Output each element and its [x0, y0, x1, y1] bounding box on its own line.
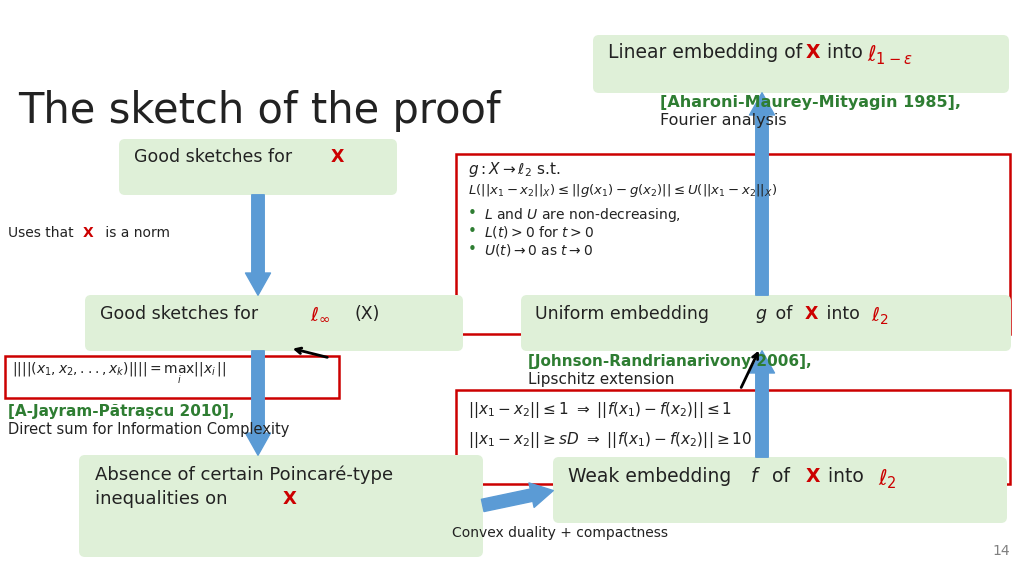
Text: Good sketches for: Good sketches for	[100, 305, 263, 323]
FancyArrowPatch shape	[481, 483, 553, 511]
Bar	[456, 154, 1010, 334]
Text: $U(t) \rightarrow 0$ as $t \rightarrow 0$: $U(t) \rightarrow 0$ as $t \rightarrow 0…	[484, 242, 593, 258]
Text: Uses that: Uses that	[8, 226, 78, 240]
Text: X: X	[806, 43, 820, 62]
Text: into: into	[821, 305, 865, 323]
Text: X: X	[83, 226, 94, 240]
Text: •: •	[468, 242, 481, 257]
Text: Linear embedding of: Linear embedding of	[608, 43, 808, 62]
FancyBboxPatch shape	[553, 457, 1007, 523]
Text: inequalities on: inequalities on	[95, 490, 233, 508]
Text: Good sketches for: Good sketches for	[134, 148, 298, 166]
Text: •: •	[468, 206, 481, 221]
Text: is a norm: is a norm	[101, 226, 170, 240]
Text: $L(||x_1-x_2||_X) \leq ||g(x_1)-g(x_2)|| \leq U(||x_1-x_2||_X)$: $L(||x_1-x_2||_X) \leq ||g(x_1)-g(x_2)||…	[468, 182, 777, 199]
FancyArrowPatch shape	[750, 351, 774, 457]
Text: Direct sum for Information Complexity: Direct sum for Information Complexity	[8, 422, 290, 437]
FancyArrowPatch shape	[246, 195, 270, 295]
Text: $\ell_2$: $\ell_2$	[878, 467, 897, 491]
Text: X: X	[806, 467, 820, 486]
FancyBboxPatch shape	[593, 35, 1009, 93]
Text: 14: 14	[992, 544, 1010, 558]
Text: $L(t) > 0$ for $t > 0$: $L(t) > 0$ for $t > 0$	[484, 224, 594, 240]
Text: The sketch of the proof: The sketch of the proof	[18, 90, 501, 132]
Text: Convex duality + compactness: Convex duality + compactness	[452, 526, 668, 540]
Text: $\ell_\infty$: $\ell_\infty$	[310, 305, 330, 324]
Text: $||x_1-x_2|| \geq sD\ \Rightarrow\ ||f(x_1)-f(x_2)|| \geq 10$: $||x_1-x_2|| \geq sD\ \Rightarrow\ ||f(x…	[468, 430, 753, 450]
Text: $||||(x_1,x_2,...,x_k)||||= \max_i ||x_i||$: $||||(x_1,x_2,...,x_k)||||= \max_i ||x_i…	[12, 361, 226, 386]
Text: [A-Jayram-Pătrașcu 2010],: [A-Jayram-Pătrașcu 2010],	[8, 404, 234, 419]
Text: Lipschitz extension: Lipschitz extension	[528, 372, 675, 387]
Text: $||x_1-x_2|| \leq 1\ \Rightarrow\ ||f(x_1)-f(x_2)|| \leq 1$: $||x_1-x_2|| \leq 1\ \Rightarrow\ ||f(x_…	[468, 400, 732, 420]
Text: $g: X \rightarrow \ell_2$ s.t.: $g: X \rightarrow \ell_2$ s.t.	[468, 160, 560, 179]
Text: Fourier analysis: Fourier analysis	[660, 113, 786, 128]
Text: $\ell_2$: $\ell_2$	[871, 305, 889, 327]
FancyArrowPatch shape	[750, 93, 774, 295]
Text: [Johnson-Randrianarivony 2006],: [Johnson-Randrianarivony 2006],	[528, 354, 812, 369]
Text: Uniform embedding: Uniform embedding	[535, 305, 715, 323]
Text: Weak embedding: Weak embedding	[568, 467, 737, 486]
Bar	[456, 390, 1010, 484]
Text: of: of	[766, 467, 796, 486]
Text: into: into	[821, 43, 868, 62]
FancyBboxPatch shape	[119, 139, 397, 195]
FancyBboxPatch shape	[79, 455, 483, 557]
Text: of: of	[770, 305, 798, 323]
FancyArrowPatch shape	[246, 351, 270, 455]
Text: [Aharoni-Maurey-Mityagin 1985],: [Aharoni-Maurey-Mityagin 1985],	[660, 95, 961, 110]
Text: $L$ and $U$ are non-decreasing,: $L$ and $U$ are non-decreasing,	[484, 206, 681, 224]
Text: X: X	[805, 305, 818, 323]
Text: $\ell_{1-\varepsilon}$: $\ell_{1-\varepsilon}$	[867, 43, 912, 67]
Text: g: g	[755, 305, 766, 323]
Bar	[5, 356, 339, 398]
Text: X: X	[331, 148, 344, 166]
Text: f: f	[751, 467, 758, 486]
Text: Absence of certain Poincaré-type: Absence of certain Poincaré-type	[95, 465, 393, 483]
Text: (X): (X)	[355, 305, 380, 323]
Text: •: •	[468, 224, 481, 239]
Text: into: into	[822, 467, 869, 486]
FancyBboxPatch shape	[85, 295, 463, 351]
Text: X: X	[283, 490, 297, 508]
FancyBboxPatch shape	[521, 295, 1011, 351]
